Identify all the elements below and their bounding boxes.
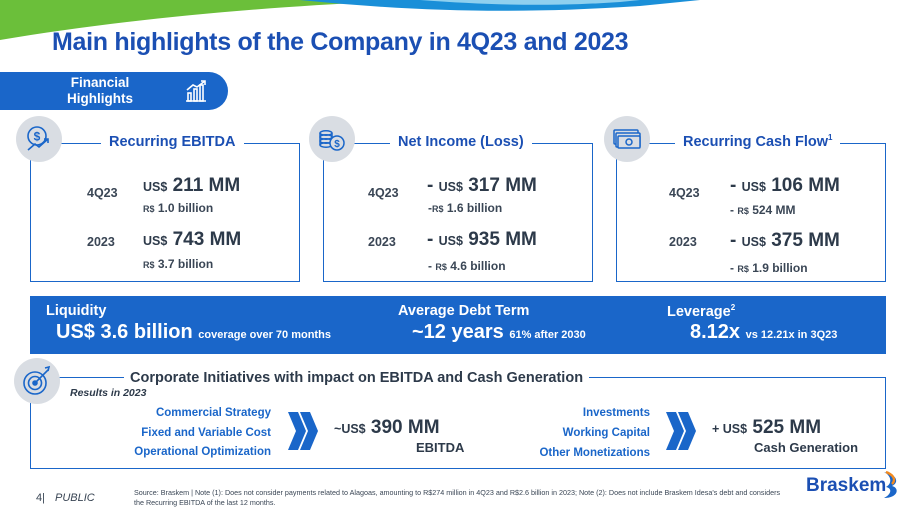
initiatives-title: Corporate Initiatives with impact on EBI… [124,370,590,386]
kpi-band: Liquidity US$ 3.6 billion coverage over … [30,296,886,354]
financial-highlights-label: Financial Highlights [67,75,133,106]
row-sub-value: R$ 3.7 billion [143,257,214,271]
cash-generation-impact-value: + US$ 525 MM [712,417,822,438]
row-main-value: - US$ 935 MM [427,229,537,250]
cash-flow-icon-badge [604,116,650,162]
initiative-right-item: Investments [582,407,650,419]
row-main-value: - US$ 375 MM [730,230,840,251]
card-title: Recurring EBITDA [101,133,244,150]
banknotes-icon [613,129,641,149]
source-note: Source: Braskem | Note (1): Does not con… [134,488,781,507]
ebitda-icon-badge: $ [16,116,62,162]
target-icon [23,365,51,395]
card-title: Net Income (Loss) [390,133,532,150]
row-period-label: 2023 [368,235,396,249]
svg-text:$: $ [34,130,41,144]
row-main-value: - US$ 106 MM [730,175,840,196]
row-main-value: US$ 743 MM [143,229,242,250]
page-footer: 4| PUBLIC [36,492,95,504]
ebitda-impact-value: ~US$ 390 MM [334,417,440,438]
row-main-value: - US$ 317 MM [427,175,537,196]
initiative-left-item: Fixed and Variable Cost [141,427,271,439]
initiative-right-item: Working Capital [562,427,650,439]
dollar-growth-icon: $ [27,126,49,151]
row-main-value: US$ 211 MM [143,175,241,196]
header-wave-decoration [0,0,700,40]
cash-generation-impact-label: Cash Generation [754,440,859,455]
row-sub-value: - R$ 524 MM [730,203,796,217]
initiative-left-item: Commercial Strategy [155,407,271,419]
card-recurring-cash-flow: Recurring Cash Flow1 4Q23 - US$ 106 MM -… [616,133,886,282]
row-period-label: 4Q23 [669,186,700,200]
initiative-right-item: Other Monetizations [539,447,650,459]
double-chevron-right-icon [288,412,318,450]
row-sub-value: -R$ 1.6 billion [428,201,503,215]
card-recurring-ebitda: Recurring EBITDA 4Q23 US$ 211 MM R$ 1.0 … [30,133,300,282]
debt-term-label: Average Debt Term [398,303,530,319]
liquidity-label: Liquidity [46,303,107,319]
row-period-label: 2023 [87,235,115,249]
initiative-left-item: Operational Optimization [134,446,271,458]
braskem-logo-text: Braskem [806,475,887,496]
financial-highlights-tab: Financial Highlights [0,72,228,110]
classification-label: PUBLIC [54,492,95,504]
card-net-income: Net Income (Loss) 4Q23 - US$ 317 MM -R$ … [323,133,593,282]
svg-text:$: $ [334,139,340,150]
results-label: Results in 2023 [70,387,147,399]
row-sub-value: - R$ 1.9 billion [730,261,808,275]
page-number: 4| [36,492,45,504]
row-sub-value: - R$ 4.6 billion [428,259,506,273]
double-chevron-right-icon [666,412,696,450]
ebitda-impact-label: EBITDA [416,440,465,455]
row-period-label: 2023 [669,235,697,249]
net-income-icon-badge: $ [309,116,355,162]
page-title: Main highlights of the Company in 4Q23 a… [52,28,629,56]
bar-chart-growth-icon [186,80,206,102]
row-period-label: 4Q23 [368,186,399,200]
liquidity-value: US$ 3.6 billion coverage over 70 months [56,321,331,343]
braskem-logo-mark-icon [884,470,897,498]
card-title: Recurring Cash Flow1 [675,133,841,150]
debt-term-value: ~12 years 61% after 2030 [412,321,586,343]
row-sub-value: R$ 1.0 billion [143,201,214,215]
initiatives-icon-badge [14,358,60,404]
leverage-value: 8.12x vs 12.21x in 3Q23 [690,321,838,343]
leverage-label: Leverage2 [667,303,736,320]
row-period-label: 4Q23 [87,186,118,200]
coin-stack-icon: $ [319,130,345,151]
